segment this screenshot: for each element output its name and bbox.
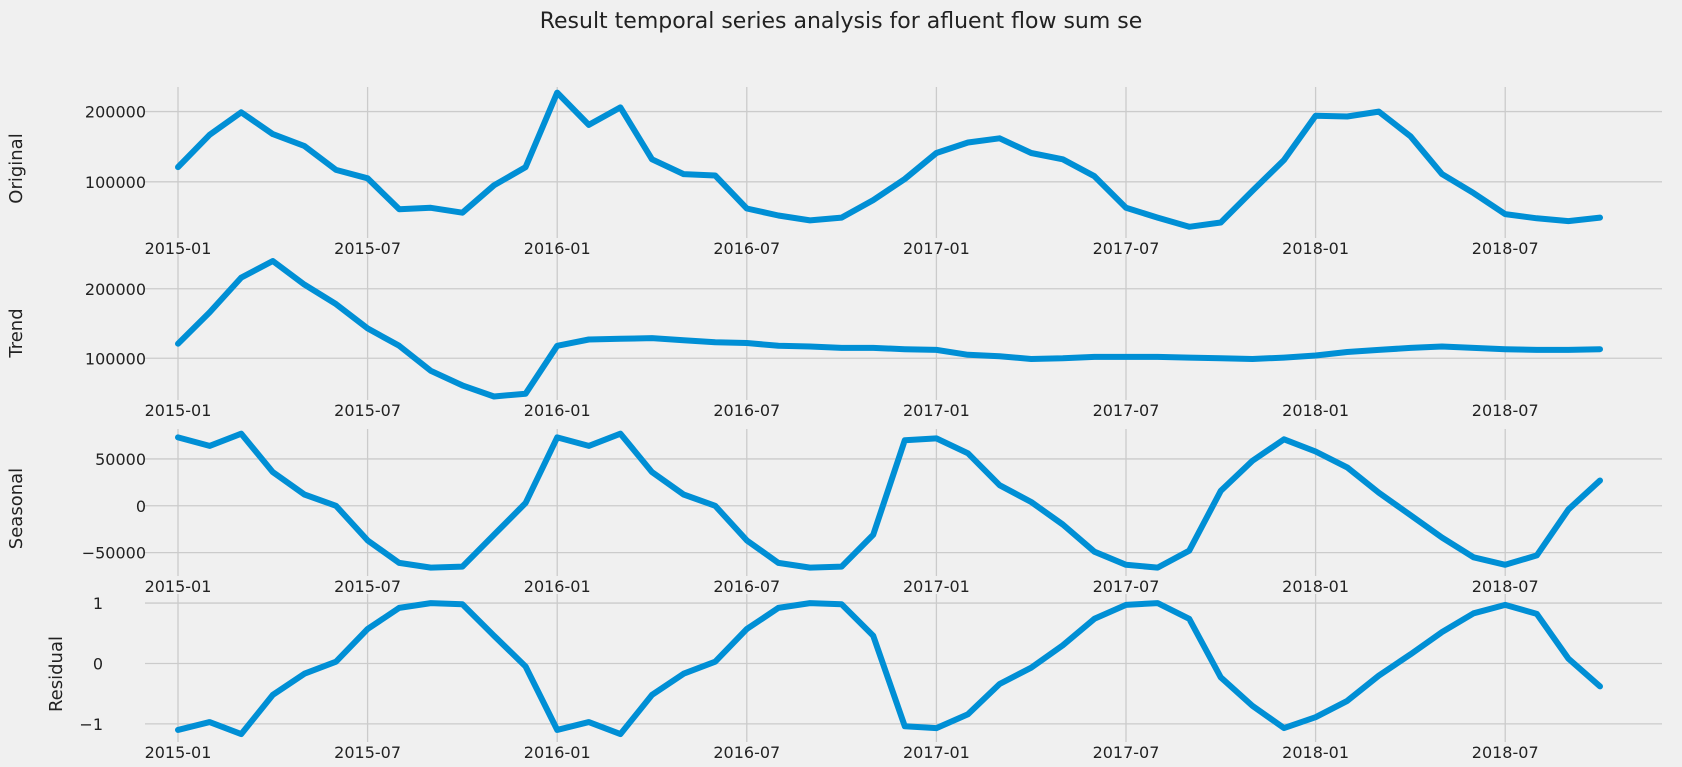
x-tick-label: 2018-07 — [1472, 743, 1539, 762]
x-tick-label: 2018-07 — [1472, 401, 1539, 420]
y-axis-label: Seasonal — [6, 468, 27, 549]
panel-trend: 100000 200000 2015-01 2015-07 2016-01 2016-07… — [6, 254, 1662, 420]
x-tick-label: 2018-01 — [1282, 401, 1349, 420]
y-axis-label: Trend — [6, 308, 27, 358]
x-tick-label: 2015-01 — [145, 401, 212, 420]
series-line-seasonal — [175, 430, 1603, 571]
x-tick-label: 2015-07 — [334, 239, 401, 258]
x-tick-label: 2018-07 — [1472, 239, 1539, 258]
x-tick-label: 2016-07 — [713, 401, 780, 420]
series-line-original — [175, 89, 1603, 230]
series-line-residual — [175, 600, 1603, 738]
y-tick-label: 50000 — [95, 450, 146, 469]
x-tick-label: 2017-07 — [1093, 401, 1160, 420]
panel-seasonal: −50000 0 50000 2015-01 2015-07 2016-01 2016-07… — [6, 429, 1662, 596]
y-tick-label: 0 — [136, 497, 146, 516]
y-tick-label: 100000 — [85, 173, 146, 192]
x-tick-label: 2016-07 — [713, 239, 780, 258]
x-tick-label: 2018-01 — [1282, 239, 1349, 258]
panel-original: 100000 200000 2015-01 2015-07 2016-01 2016-07… — [6, 87, 1662, 258]
x-tick-label: 2015-07 — [334, 577, 401, 596]
x-tick-label: 2017-07 — [1093, 239, 1160, 258]
x-tick-label: 2015-07 — [334, 401, 401, 420]
x-tick-label: 2015-01 — [145, 577, 212, 596]
x-tick-label: 2016-01 — [524, 401, 591, 420]
y-tick-label: −50000 — [82, 544, 146, 563]
y-tick-label: 1 — [93, 594, 103, 613]
x-tick-label: 2016-07 — [713, 743, 780, 762]
x-tick-label: 2017-01 — [903, 577, 970, 596]
x-tick-label: 2017-07 — [1093, 743, 1160, 762]
y-tick-label: 100000 — [85, 349, 146, 368]
y-axis-label: Original — [6, 133, 27, 203]
x-tick-label: 2015-01 — [145, 743, 212, 762]
y-tick-label: 200000 — [85, 280, 146, 299]
x-tick-label: 2018-01 — [1282, 743, 1349, 762]
y-tick-label: −1 — [79, 715, 103, 734]
x-tick-label: 2016-07 — [713, 577, 780, 596]
x-tick-label: 2018-07 — [1472, 577, 1539, 596]
figure-title: Result temporal series analysis for aflu… — [540, 9, 1143, 34]
x-tick-label: 2016-01 — [524, 743, 591, 762]
x-tick-label: 2016-01 — [524, 577, 591, 596]
y-tick-label: 0 — [93, 654, 103, 673]
y-axis-label: Residual — [46, 636, 67, 712]
panel-residual: −1 0 1 2015-01 2015-07 2016-01 2016-07 2017-01 2… — [46, 594, 1662, 762]
x-tick-label: 2016-01 — [524, 239, 591, 258]
x-tick-label: 2017-01 — [903, 743, 970, 762]
x-tick-label: 2017-01 — [903, 401, 970, 420]
x-tick-label: 2015-07 — [334, 743, 401, 762]
x-tick-label: 2017-07 — [1093, 577, 1160, 596]
x-tick-label: 2018-01 — [1282, 577, 1349, 596]
x-tick-label: 2015-01 — [145, 239, 212, 258]
y-tick-label: 200000 — [85, 103, 146, 122]
x-tick-label: 2017-01 — [903, 239, 970, 258]
series-line-trend — [175, 258, 1603, 400]
